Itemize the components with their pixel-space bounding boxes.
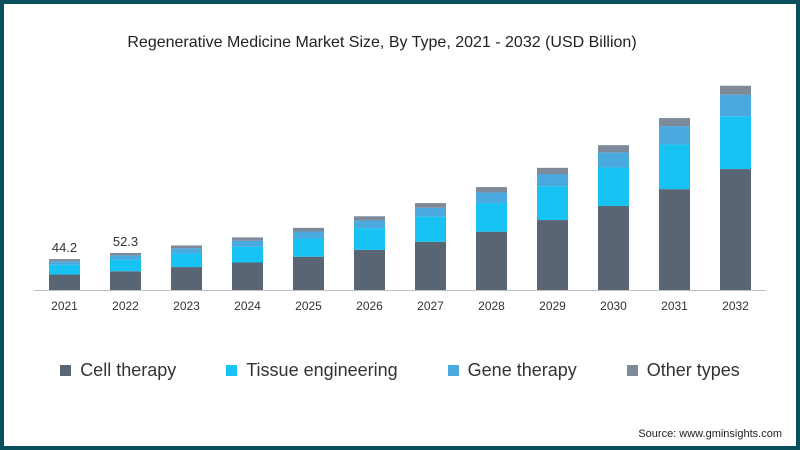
x-tick-label: 2032 [722, 299, 749, 313]
bar-segment [659, 189, 690, 290]
legend-label: Tissue engineering [246, 360, 398, 380]
chart-title: Regenerative Medicine Market Size, By Ty… [127, 34, 637, 51]
x-tick-label: 2029 [539, 299, 566, 313]
bar-segment [232, 246, 263, 263]
legend-item: Cell therapy [60, 360, 176, 381]
bar-segment [476, 192, 507, 204]
bar-chart: 2021 44.2 2022 52.3 2023 2024 2025 2026 2027 2028… [34, 85, 766, 313]
legend-swatch [226, 365, 238, 376]
bar-segment [720, 116, 751, 170]
x-tick-label: 2030 [600, 299, 627, 313]
bar-segment [537, 173, 568, 187]
x-tick-label: 2022 [112, 299, 139, 313]
bar-segment [415, 203, 446, 208]
bar-segment [720, 94, 751, 117]
bar-segment [537, 186, 568, 221]
bar-segment [354, 249, 385, 290]
x-tick-label: 2021 [51, 299, 78, 313]
bar-segment [537, 220, 568, 290]
bar-segment [293, 238, 324, 257]
legend-swatch [626, 365, 638, 376]
legend-swatch [60, 365, 72, 376]
bar-segment [49, 274, 80, 290]
legend-item: Tissue engineering [226, 360, 398, 381]
bar-segment [415, 216, 446, 242]
chart-frame: Regenerative Medicine Market Size, By Ty… [4, 4, 796, 446]
bar-segment [49, 261, 80, 265]
bar-segment [293, 256, 324, 290]
bar-segment [598, 205, 629, 290]
bar-segment [476, 187, 507, 193]
bar-segment [110, 271, 141, 290]
legend: Cell therapy Tissue engineering Gene thera… [4, 360, 796, 381]
bar-segment [171, 245, 202, 249]
data-label: 44.2 [52, 240, 77, 255]
bar-segment [476, 231, 507, 290]
bar-segment [232, 237, 263, 241]
data-label: 52.3 [113, 234, 138, 249]
bar-segment [415, 241, 446, 290]
x-tick-label: 2024 [234, 299, 261, 313]
bar-segment [659, 144, 690, 190]
bar-segment [659, 126, 690, 145]
x-tick-label: 2025 [295, 299, 322, 313]
bar-segment [598, 152, 629, 168]
bar-segment [293, 231, 324, 239]
bar-segment [49, 264, 80, 275]
legend-label: Other types [646, 360, 740, 380]
bar-segment [720, 169, 751, 290]
x-tick-label: 2027 [417, 299, 444, 313]
bar-segment [354, 216, 385, 221]
bar-segment [598, 145, 629, 153]
bar-segment [354, 228, 385, 250]
bar-segment [354, 220, 385, 229]
legend-item: Other types [626, 360, 740, 381]
legend-label: Cell therapy [80, 360, 177, 380]
x-tick-label: 2031 [661, 299, 688, 313]
bar-segment [720, 85, 751, 95]
source-note: Source: www.gminsights.com [638, 428, 782, 440]
bar-segment [171, 248, 202, 254]
x-tick-label: 2023 [173, 299, 200, 313]
x-tick-label: 2028 [478, 299, 505, 313]
bar-segment [232, 262, 263, 290]
bar-segment [476, 203, 507, 232]
legend-item: Gene therapy [447, 360, 577, 381]
legend-swatch [447, 365, 459, 376]
bar-segment [415, 207, 446, 217]
bar-segment [537, 167, 568, 174]
bar-segment [659, 118, 690, 127]
bar-segment [110, 255, 141, 260]
bar-segment [232, 240, 263, 247]
bar-segment [171, 267, 202, 290]
bar-segment [110, 259, 141, 272]
bar-segment [171, 253, 202, 268]
legend-label: Gene therapy [467, 360, 577, 380]
bar-segment [598, 167, 629, 206]
bar-segment [49, 259, 80, 262]
bar-segment [293, 227, 324, 232]
bar-segment [110, 252, 141, 256]
x-tick-label: 2026 [356, 299, 383, 313]
